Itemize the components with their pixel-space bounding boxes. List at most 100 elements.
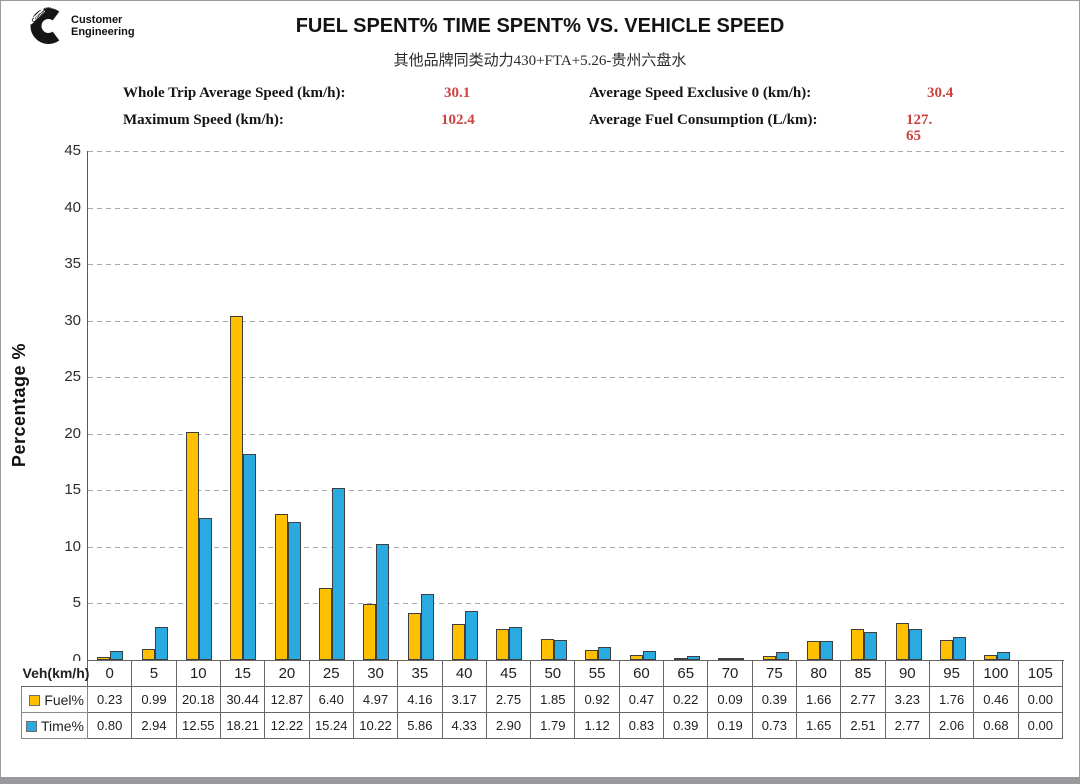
y-tick-30: 30 bbox=[64, 311, 81, 329]
gridline-45 bbox=[88, 151, 1064, 152]
time-value-cell-95: 2.06 bbox=[928, 712, 975, 739]
bar-time-60 bbox=[642, 650, 656, 660]
bar-time-95 bbox=[953, 636, 967, 660]
time-value-cell-25: 15.24 bbox=[308, 712, 354, 739]
bar-time-35 bbox=[420, 593, 434, 660]
fuel-value-cell-0: 0.23 bbox=[86, 686, 133, 713]
y-axis-title: Percentage % bbox=[5, 151, 33, 660]
bar-fuel-100 bbox=[984, 654, 998, 660]
bar-fuel-95 bbox=[940, 640, 954, 660]
bar-time-75 bbox=[775, 651, 789, 660]
logo-caption-line2: Engineering bbox=[71, 26, 135, 38]
table-row-speed-headers: Veh(km/h) 0 5 10 15 20 25 30 35 40 45 50 55 60 65 70 75 8… bbox=[21, 660, 1064, 687]
bar-fuel-70 bbox=[718, 658, 732, 660]
time-value-cell-50: 1.79 bbox=[530, 712, 576, 739]
time-value-cell-60: 0.83 bbox=[618, 712, 665, 739]
y-tick-0: 0 bbox=[72, 651, 81, 668]
fuel-value-cell-15: 30.44 bbox=[219, 686, 266, 713]
time-value-cell-70: 0.19 bbox=[707, 712, 753, 739]
fuel-value-cell-50: 1.85 bbox=[530, 686, 576, 713]
speed-header-cell-35: 35 bbox=[397, 660, 443, 687]
y-tick-25: 25 bbox=[64, 368, 81, 386]
bar-time-55 bbox=[598, 647, 612, 660]
bar-fuel-60 bbox=[629, 654, 643, 660]
x-axis-label: Veh(km/h) bbox=[21, 660, 89, 687]
cummins-c-icon: Cummins bbox=[28, 7, 60, 44]
bar-time-15 bbox=[243, 454, 257, 660]
time-value-cell-80: 1.65 bbox=[795, 712, 842, 739]
time-value-cell-90: 2.77 bbox=[884, 712, 930, 739]
time-value-cell-45: 2.90 bbox=[485, 712, 532, 739]
bar-fuel-50 bbox=[540, 639, 554, 660]
logo-caption: Customer Engineering bbox=[71, 14, 135, 38]
stat-label-whole-trip-avg-speed: Whole Trip Average Speed (km/h): bbox=[123, 85, 346, 101]
speed-header-cell-85: 85 bbox=[840, 660, 886, 687]
speed-header-cell-70: 70 bbox=[707, 660, 753, 687]
fuel-value-cell-25: 6.40 bbox=[308, 686, 354, 713]
bar-time-85 bbox=[864, 631, 878, 660]
table-row-fuel: Fuel% 0.23 0.99 20.18 30.44 12.87 6.40 4.97 4.16… bbox=[21, 686, 1064, 713]
y-tick-20: 20 bbox=[64, 424, 81, 442]
stat-value-whole-trip-avg-speed: 30.1 bbox=[444, 85, 471, 101]
bar-fuel-15 bbox=[230, 315, 244, 660]
time-value-cell-35: 5.86 bbox=[397, 712, 443, 739]
fuel-value-cell-5: 0.99 bbox=[131, 686, 177, 713]
time-value-cell-20: 12.22 bbox=[264, 712, 310, 739]
fuel-value-cell-30: 4.97 bbox=[352, 686, 399, 713]
fuel-value-cell-105: 0.00 bbox=[1017, 686, 1064, 713]
time-value-cell-0: 0.80 bbox=[86, 712, 133, 739]
bar-fuel-35 bbox=[407, 612, 421, 660]
gridline-25 bbox=[88, 377, 1064, 379]
gridline-40 bbox=[88, 207, 1064, 209]
bar-time-20 bbox=[287, 521, 301, 660]
bar-time-50 bbox=[553, 639, 567, 660]
speed-header-cell-105: 105 bbox=[1017, 660, 1064, 687]
time-value-cell-40: 4.33 bbox=[441, 712, 487, 739]
speed-header-cell-25: 25 bbox=[308, 660, 354, 687]
bar-time-40 bbox=[465, 611, 479, 660]
page-title: FUEL SPENT% TIME SPENT% VS. VEHICLE SPEE… bbox=[295, 15, 785, 37]
time-value-cell-75: 0.73 bbox=[751, 712, 798, 739]
gridline-30 bbox=[88, 320, 1064, 322]
bar-time-65 bbox=[686, 655, 700, 660]
y-tick-5: 5 bbox=[72, 594, 81, 612]
stat-label-avg-fuel-consumption: Average Fuel Consumption (L/km): bbox=[589, 112, 818, 128]
bar-time-30 bbox=[376, 544, 390, 660]
stat-label-avg-speed-exclusive-0: Average Speed Exclusive 0 (km/h): bbox=[589, 85, 812, 101]
fuel-value-cell-45: 2.75 bbox=[485, 686, 532, 713]
speed-header-cell-5: 5 bbox=[131, 660, 177, 687]
bar-fuel-65 bbox=[673, 657, 687, 660]
gridline-10 bbox=[88, 546, 1064, 548]
bottom-strip bbox=[1, 777, 1079, 783]
speed-header-cell-90: 90 bbox=[884, 660, 930, 687]
stat-value-avg-speed-exclusive-0: 30.4 bbox=[927, 85, 954, 101]
fuel-value-cell-85: 2.77 bbox=[840, 686, 886, 713]
table-row-time: Time% 0.80 2.94 12.55 18.21 12.22 15.24 10.22 5.… bbox=[21, 712, 1064, 739]
fuel-value-cell-20: 12.87 bbox=[264, 686, 310, 713]
speed-header-cell-100: 100 bbox=[973, 660, 1019, 687]
bar-fuel-45 bbox=[496, 628, 510, 660]
time-value-cell-85: 2.51 bbox=[840, 712, 886, 739]
fuel-value-cell-65: 0.22 bbox=[663, 686, 709, 713]
speed-header-cell-55: 55 bbox=[574, 660, 620, 687]
y-tick-10: 10 bbox=[64, 537, 81, 555]
bar-time-70 bbox=[731, 657, 745, 660]
bar-fuel-30 bbox=[363, 603, 377, 660]
time-value-cell-65: 0.39 bbox=[663, 712, 709, 739]
gridline-35 bbox=[88, 264, 1064, 266]
legend-time: Time% bbox=[21, 712, 88, 739]
fuel-legend-swatch-icon bbox=[29, 694, 41, 706]
gridline-5 bbox=[88, 603, 1064, 605]
fuel-value-cell-100: 0.46 bbox=[973, 686, 1019, 713]
cummins-logo: Cummins Customer Engineering bbox=[27, 7, 135, 45]
fuel-value-cell-70: 0.09 bbox=[707, 686, 753, 713]
logo-caption-line1: Customer bbox=[71, 14, 123, 26]
bar-time-25 bbox=[332, 487, 345, 660]
time-value-cell-5: 2.94 bbox=[131, 712, 177, 739]
speed-header-cell-15: 15 bbox=[219, 660, 266, 687]
bar-fuel-5 bbox=[141, 648, 155, 660]
bar-fuel-85 bbox=[851, 628, 865, 660]
chart-plot-area bbox=[87, 151, 1064, 661]
speed-header-cell-20: 20 bbox=[264, 660, 310, 687]
